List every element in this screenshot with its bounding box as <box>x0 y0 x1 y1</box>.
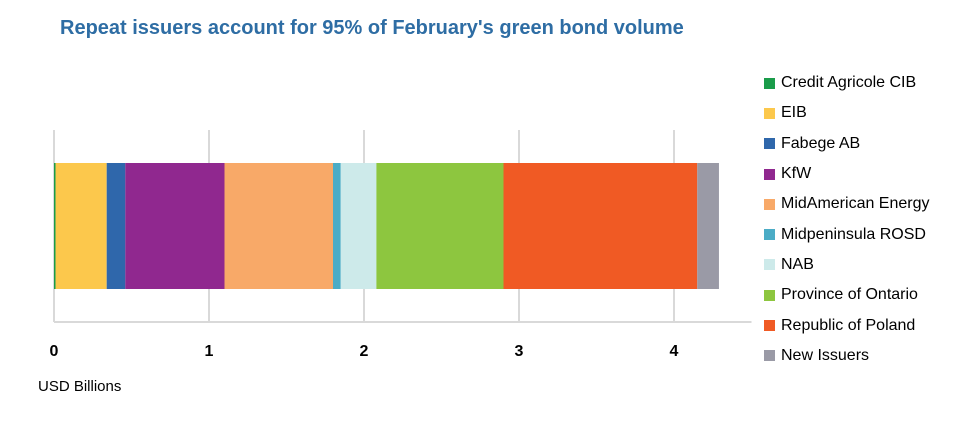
legend-item: KfW <box>764 159 930 189</box>
x-axis-label: USD Billions <box>38 378 122 395</box>
bar-segment-republic-of-poland <box>503 163 698 289</box>
bar-segment-kfw <box>125 163 225 289</box>
bar-segment-midpeninsula-rosd <box>333 163 341 289</box>
stacked-bar <box>54 163 719 289</box>
bar-segment-fabege-ab <box>106 163 126 289</box>
legend-swatch <box>764 350 775 362</box>
x-tick-label-2: 2 <box>360 343 369 360</box>
legend-label: Fabege AB <box>781 134 861 152</box>
legend-swatch <box>764 107 775 119</box>
legend-item: Fabege AB <box>764 129 930 159</box>
legend-swatch <box>764 289 775 301</box>
legend-item: Credit Agricole CIB <box>764 68 930 98</box>
bar-segment-new-issuers <box>697 163 719 289</box>
legend: Credit Agricole CIB EIB Fabege AB KfW MidAme… <box>764 68 930 371</box>
legend-item: Province of Ontario <box>764 280 930 310</box>
legend-label: Province of Ontario <box>781 286 918 304</box>
legend-label: MidAmerican Energy <box>781 195 930 213</box>
legend-swatch <box>764 320 775 332</box>
bar-segment-nab <box>340 163 377 289</box>
legend-swatch <box>764 138 775 150</box>
legend-item: Republic of Poland <box>764 310 930 340</box>
legend-label: New Issuers <box>781 346 870 364</box>
bar-segment-province-of-ontario <box>376 163 504 289</box>
legend-item: EIB <box>764 98 930 128</box>
legend-item: Midpeninsula ROSD <box>764 219 930 249</box>
legend-swatch <box>764 77 775 89</box>
legend-swatch <box>764 229 775 241</box>
legend-item: MidAmerican Energy <box>764 189 930 219</box>
x-tick-label-4: 4 <box>670 343 679 360</box>
legend-swatch <box>764 168 775 180</box>
legend-swatch <box>764 198 775 210</box>
legend-swatch <box>764 259 775 271</box>
x-tick-label-1: 1 <box>205 343 214 360</box>
legend-label: EIB <box>781 104 807 122</box>
legend-label: KfW <box>781 165 812 183</box>
chart-title: Repeat issuers account for 95% of Februa… <box>60 17 684 39</box>
legend-label: NAB <box>781 255 814 273</box>
x-axis: 0 1 2 3 4 <box>50 321 752 360</box>
x-tick-label-0: 0 <box>50 343 59 360</box>
legend-label: Credit Agricole CIB <box>781 74 917 92</box>
legend-label: Republic of Poland <box>781 316 916 334</box>
legend-label: Midpeninsula ROSD <box>781 225 926 243</box>
bar-segment-midamerican-energy <box>224 163 333 289</box>
legend-item: New Issuers <box>764 341 930 371</box>
x-tick-label-3: 3 <box>515 343 524 360</box>
bar-segment-eib <box>55 163 107 289</box>
legend-item: NAB <box>764 250 930 280</box>
bar-segment-credit-agricole-cib <box>54 163 56 289</box>
